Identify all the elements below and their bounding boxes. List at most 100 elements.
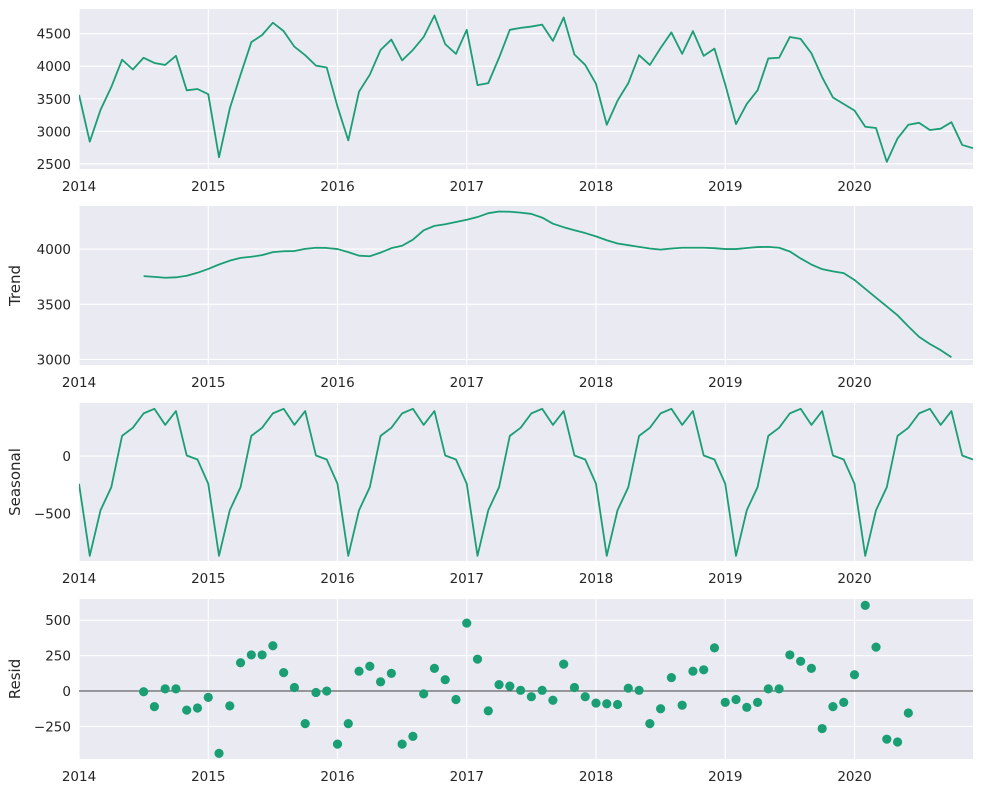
resid-point <box>246 650 256 660</box>
x-tick-label: 2017 <box>450 375 484 391</box>
resid-point <box>548 695 558 705</box>
seasonal-series-line <box>79 407 973 557</box>
resid-point <box>892 737 903 747</box>
resid-point <box>214 748 224 758</box>
resid-point <box>375 677 386 687</box>
resid-point <box>365 661 375 671</box>
resid-point <box>505 681 515 691</box>
x-tick-label: 2017 <box>450 571 484 587</box>
observed-series-line <box>79 14 973 163</box>
x-tick-label: 2018 <box>579 375 613 391</box>
resid-point <box>903 708 913 718</box>
resid-point <box>268 641 278 651</box>
resid-point <box>311 687 321 698</box>
resid-plot-background <box>79 599 973 759</box>
x-tick-label: 2018 <box>579 769 613 785</box>
resid-point <box>882 734 892 744</box>
resid-point <box>419 689 429 699</box>
x-tick-label: 2019 <box>708 179 742 195</box>
y-tick-label: 4500 <box>37 27 71 43</box>
resid-point <box>580 692 590 702</box>
resid-point <box>516 685 526 695</box>
x-tick-label: 2018 <box>579 571 613 587</box>
resid-point <box>839 697 849 707</box>
resid-point <box>225 701 235 711</box>
resid-point <box>537 685 547 695</box>
resid-point <box>709 643 720 653</box>
resid-point <box>645 719 655 729</box>
x-tick-label: 2014 <box>62 769 96 785</box>
y-tick-label: 3000 <box>37 352 71 368</box>
resid-point <box>429 663 440 673</box>
resid-point <box>397 739 407 749</box>
resid-point <box>699 665 709 675</box>
y-tick-label: 4000 <box>37 59 71 75</box>
resid-point <box>462 618 472 628</box>
resid-point <box>860 600 870 610</box>
seasonal-ylabel: Seasonal <box>6 448 24 516</box>
resid-point <box>322 686 332 696</box>
x-tick-label: 2018 <box>579 179 613 195</box>
x-tick-label: 2020 <box>837 179 871 195</box>
x-tick-label: 2020 <box>837 571 871 587</box>
resid-point <box>817 723 827 734</box>
x-tick-label: 2015 <box>191 375 225 391</box>
x-tick-label: 2016 <box>320 571 354 587</box>
x-tick-label: 2017 <box>450 769 484 785</box>
trend-panel: 2014 2015 2016 2017 2018 2019 2020 3000 3500 4000… <box>6 206 973 391</box>
resid-point <box>752 697 763 707</box>
resid-point <box>289 682 300 693</box>
resid-point <box>149 702 159 712</box>
resid-panel: 2014 2015 2016 2017 2018 2019 2020 −250 0 250 500 R… <box>6 599 973 785</box>
resid-point <box>656 704 666 714</box>
y-tick-label: −250 <box>34 719 71 735</box>
resid-point <box>332 739 343 749</box>
y-tick-label: 500 <box>45 613 71 629</box>
resid-point <box>182 705 192 715</box>
x-tick-label: 2020 <box>837 769 871 785</box>
resid-point <box>494 680 504 690</box>
resid-point <box>354 666 364 676</box>
x-tick-label: 2019 <box>708 375 742 391</box>
resid-point <box>472 654 483 664</box>
trend-plot-background <box>79 206 973 365</box>
x-tick-label: 2015 <box>191 769 225 785</box>
x-tick-label: 2016 <box>320 769 354 785</box>
y-tick-label: 3500 <box>37 92 71 108</box>
resid-point <box>440 675 450 685</box>
resid-point <box>569 682 580 693</box>
resid-point <box>849 670 860 680</box>
resid-point <box>774 684 784 694</box>
y-tick-label: −500 <box>34 507 71 523</box>
resid-point <box>483 706 493 716</box>
resid-point <box>451 694 461 705</box>
resid-point <box>742 702 752 712</box>
resid-point <box>559 659 569 669</box>
resid-point <box>192 703 203 713</box>
resid-point <box>591 698 601 708</box>
resid-point <box>796 656 806 666</box>
resid-point <box>139 687 149 697</box>
resid-point <box>871 642 881 652</box>
resid-point <box>785 650 795 660</box>
resid-point <box>666 672 676 683</box>
resid-point <box>526 692 536 702</box>
resid-point <box>203 692 213 703</box>
resid-point <box>343 719 353 729</box>
resid-point <box>171 684 181 694</box>
observed-panel: 2014 2015 2016 2017 2018 2019 2020 2500 3000 3500… <box>37 9 973 195</box>
y-tick-label: 3000 <box>37 124 71 140</box>
x-tick-label: 2014 <box>62 571 96 587</box>
resid-point <box>279 668 289 678</box>
resid-point <box>602 699 612 709</box>
resid-point <box>720 697 730 707</box>
resid-point <box>257 650 267 660</box>
trend-ylabel: Trend <box>6 265 24 307</box>
resid-point <box>235 658 246 668</box>
x-tick-label: 2016 <box>320 179 354 195</box>
resid-point <box>806 663 817 673</box>
x-tick-label: 2015 <box>191 571 225 587</box>
resid-point <box>731 694 741 705</box>
x-tick-label: 2019 <box>708 769 742 785</box>
